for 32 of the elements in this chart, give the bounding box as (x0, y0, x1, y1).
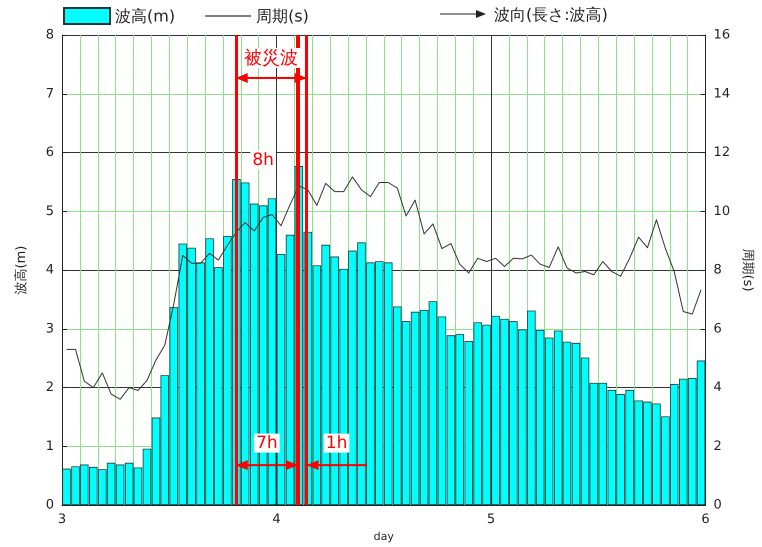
y2-tick-label: 2 (714, 438, 722, 454)
y2-tick-label: 10 (714, 204, 730, 219)
legend-label: 周期(s) (256, 6, 309, 26)
annotation: 1h (326, 433, 348, 454)
y2-tick-label: 0 (714, 498, 722, 513)
y-tick-label: 8 (46, 28, 54, 42)
y-tick-label: 1 (46, 438, 54, 454)
text: 波向(長さ:波高) (494, 5, 608, 24)
annotation: 7h (256, 433, 278, 454)
y-tick-label: 7 (46, 86, 54, 102)
x-axis-title: day (374, 530, 394, 543)
y2-tick-label: 4 (714, 380, 722, 396)
y-tick-label: 4 (46, 262, 54, 278)
y2-tick-label: 8 (714, 262, 722, 278)
annotation: 8h (252, 150, 274, 170)
legend-label: 波高(m) (115, 6, 176, 26)
x-tick-label: 5 (486, 512, 496, 528)
y-tick-label: 6 (46, 145, 54, 160)
x-tick-label: 4 (272, 512, 281, 528)
y2-tick-label: 16 (714, 28, 730, 42)
y2-tick-label: 14 (714, 86, 730, 102)
y-tick-label: 3 (46, 321, 54, 336)
annotation: 被災波 (244, 48, 298, 68)
y-tick-label: 5 (46, 204, 54, 219)
y-axis-title: 波高(m) (13, 246, 29, 294)
y2-tick-label: 12 (714, 145, 730, 160)
y-tick-label: 2 (46, 380, 54, 396)
y-tick-label: 0 (46, 498, 54, 513)
y2-axis-title: 周期(s) (740, 248, 755, 292)
y2-tick-label: 6 (714, 321, 722, 336)
x-tick-label: 3 (58, 512, 66, 528)
x-tick-label: 6 (701, 512, 710, 528)
